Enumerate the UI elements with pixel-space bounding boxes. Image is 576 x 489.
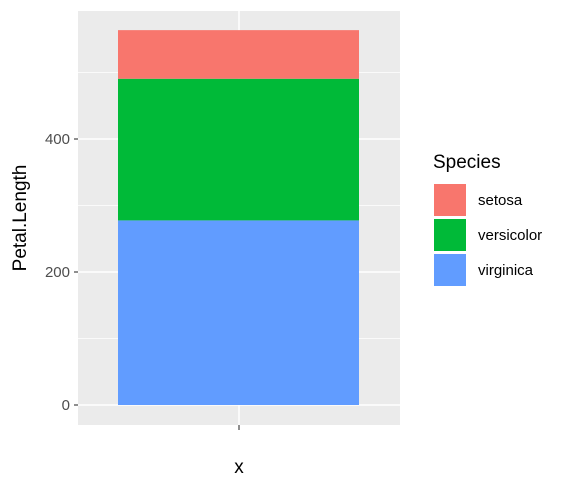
legend-key-setosa — [434, 184, 466, 216]
legend-key-versicolor — [434, 219, 466, 251]
x-axis-title: x — [234, 457, 244, 478]
bar-virginica — [118, 220, 359, 405]
legend-label-virginica: virginica — [478, 262, 534, 279]
bar-versicolor — [118, 78, 359, 221]
bar-segments — [118, 30, 359, 405]
y-axis-title: Petal.Length — [10, 165, 31, 272]
bar-setosa — [118, 30, 359, 79]
legend-title: Species — [433, 152, 501, 173]
legend: Species setosa versicolor virginica — [433, 152, 542, 286]
legend-label-versicolor: versicolor — [478, 227, 542, 244]
legend-label-setosa: setosa — [478, 192, 523, 209]
legend-key-virginica — [434, 254, 466, 286]
y-axis: 0 200 400 — [45, 131, 78, 414]
y-tick-label: 200 — [45, 264, 70, 281]
y-tick-label: 0 — [62, 397, 70, 414]
y-tick-label: 400 — [45, 131, 70, 148]
